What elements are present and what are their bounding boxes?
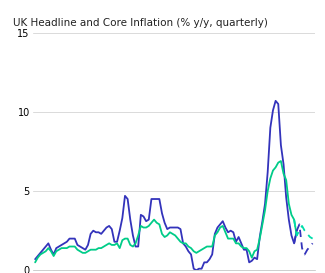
Text: UK Headline and Core Inflation (% y/y, quarterly): UK Headline and Core Inflation (% y/y, q… [13, 18, 267, 28]
